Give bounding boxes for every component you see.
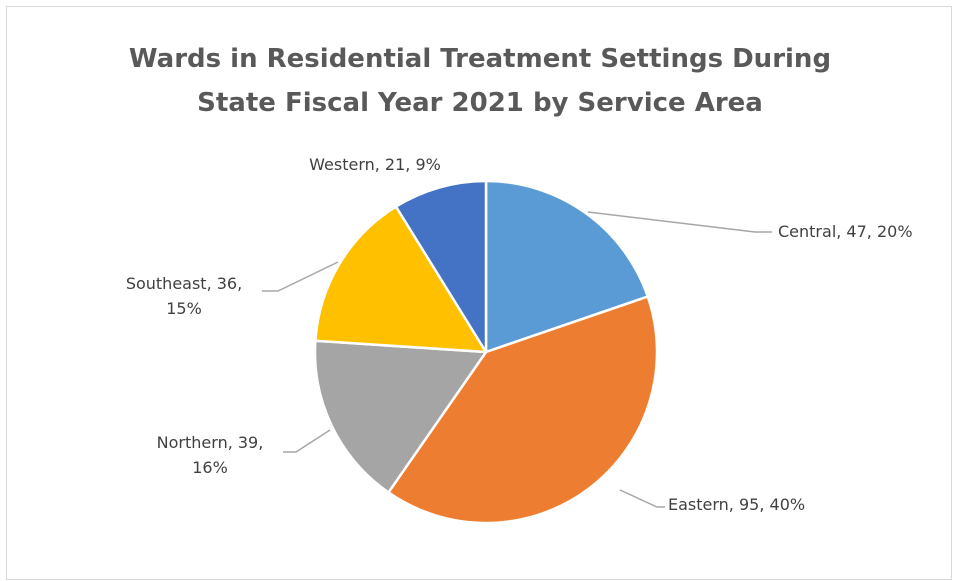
leader-line-northern [283, 429, 331, 453]
data-label-southeast: Southeast, 36, 15% [126, 274, 242, 318]
pie-slice-southeast [314, 205, 488, 354]
pie-slice-northern [313, 339, 488, 494]
data-labels: Central, 47, 20% Eastern, 95, 40% Northern… [126, 155, 913, 514]
pie-slices [313, 179, 659, 525]
chart-title-line-2: State Fiscal Year 2021 by Service Area [197, 88, 763, 118]
data-label-western: Western, 21, 9% [309, 155, 441, 174]
pie-slice-western [394, 179, 488, 354]
pie-slice-eastern [387, 295, 659, 525]
leader-line-southeast [262, 261, 339, 292]
data-label-northern: Northern, 39, 16% [157, 433, 264, 477]
chart-title-line-1: Wards in Residential Treatment Settings … [128, 44, 832, 74]
chart-title: Wards in Residential Treatment Settings … [7, 37, 953, 125]
leader-line-eastern [619, 489, 665, 508]
leader-line-central [587, 211, 772, 233]
data-label-eastern: Eastern, 95, 40% [668, 495, 805, 514]
data-label-central: Central, 47, 20% [778, 222, 913, 241]
